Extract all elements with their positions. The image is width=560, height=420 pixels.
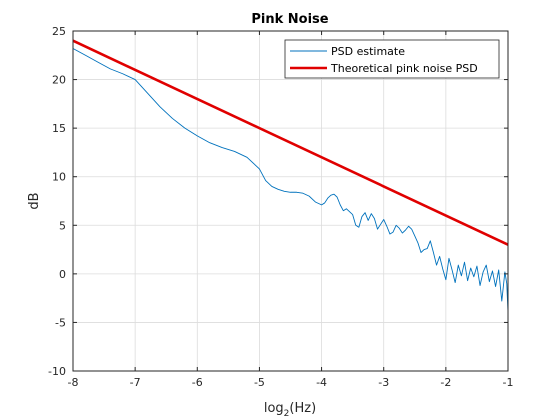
series-layer	[72, 39, 509, 312]
y-tick-label: 25	[52, 25, 66, 38]
x-tick-label: -2	[440, 376, 451, 389]
x-tick-label: -8	[68, 376, 79, 389]
y-tick-label: -5	[55, 316, 66, 329]
series-psd-estimate-line	[72, 48, 509, 312]
y-tick-label: 5	[59, 219, 66, 232]
ticks: -8 -7 -6 -5 -4 -3 -2 -1 -10 -5 0 5 10 15 20 25	[48, 25, 513, 389]
y-tick-label: -10	[48, 365, 66, 378]
y-tick-label: 10	[52, 171, 66, 184]
x-tick-label: -4	[316, 376, 327, 389]
series-theoretical-pink-noise-line	[72, 39, 509, 246]
plot-frame	[72, 30, 509, 372]
x-tick-label: -6	[192, 376, 203, 389]
x-axis-label: log2(Hz)	[264, 401, 316, 419]
x-tick-label: -1	[503, 376, 514, 389]
legend: PSD estimate Theoretical pink noise PSD	[284, 39, 500, 79]
x-tick-label: -5	[254, 376, 265, 389]
x-axis-label-base: log	[264, 401, 284, 416]
x-tick-label: -3	[378, 376, 389, 389]
x-tick-label: -7	[130, 376, 141, 389]
y-axis-label: dB	[27, 192, 42, 209]
y-tick-label: 0	[59, 268, 66, 281]
x-axis-label-subscript: 2	[284, 409, 290, 419]
y-tick-label: 15	[52, 122, 66, 135]
y-tick-label: 20	[52, 74, 66, 87]
legend-label-theoretical: Theoretical pink noise PSD	[330, 62, 478, 75]
legend-box	[284, 39, 500, 79]
chart-title: Pink Noise	[251, 12, 328, 27]
legend-label-psd-estimate: PSD estimate	[331, 45, 405, 58]
plot-area	[73, 31, 508, 371]
x-axis-label-unit: (Hz)	[289, 401, 316, 416]
